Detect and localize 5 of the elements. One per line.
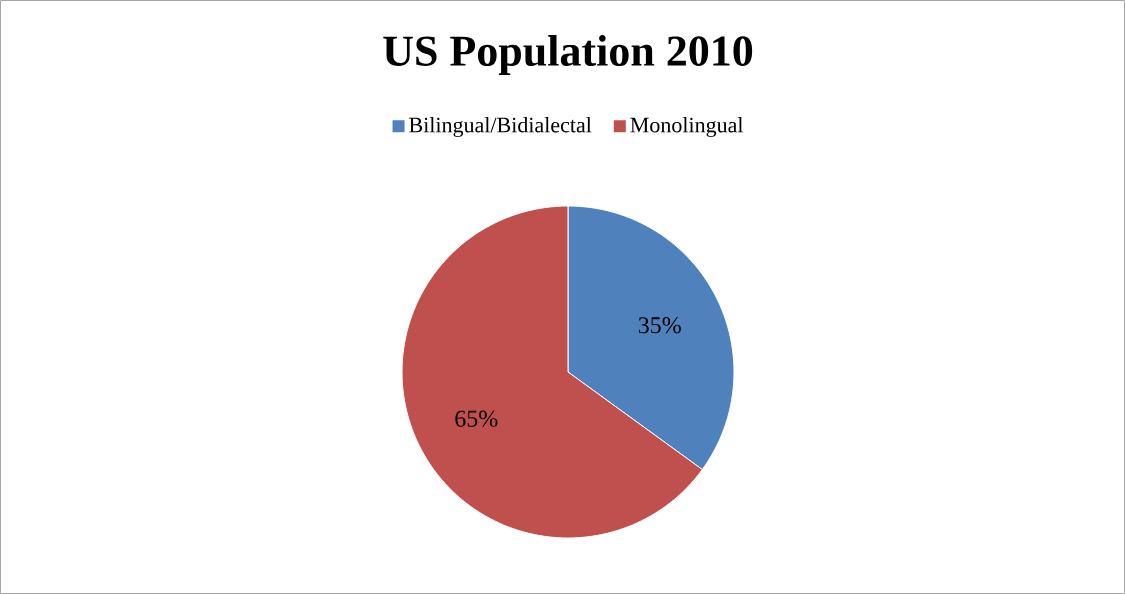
data-label: 35%	[638, 317, 681, 334]
data-label: 65%	[455, 410, 498, 427]
legend-label: Monolingual	[630, 116, 744, 137]
legend-label: Bilingual/Bidialectal	[409, 116, 592, 137]
chart-title: US Population 2010	[383, 35, 753, 75]
